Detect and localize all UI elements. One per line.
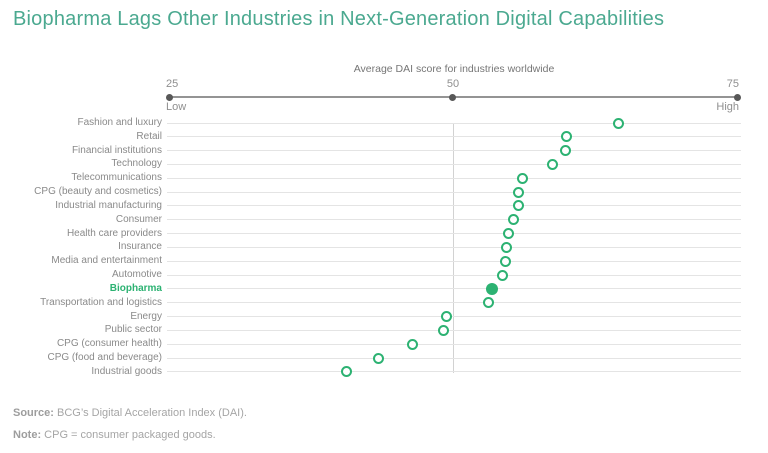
category-label: Fashion and luxury	[77, 117, 163, 128]
data-point	[613, 117, 625, 129]
gridline	[167, 177, 741, 179]
gridline	[167, 343, 741, 345]
category-label: Technology	[111, 158, 162, 170]
data-point	[516, 172, 528, 184]
note-label: Note:	[13, 429, 42, 441]
category-label: CPG (beauty and cosmetics)	[34, 186, 162, 198]
gridline	[167, 219, 741, 221]
data-point	[513, 186, 525, 198]
chart-title: Biopharma Lags Other Industries in Next-…	[13, 8, 665, 30]
data-point	[482, 297, 494, 309]
data-point	[547, 158, 559, 170]
data-point	[499, 255, 511, 267]
gridline	[167, 288, 741, 290]
gridline	[167, 274, 741, 276]
data-point	[340, 366, 352, 378]
axis-tick-dot-75	[733, 93, 741, 101]
gridline	[167, 329, 741, 331]
gridline	[167, 150, 741, 152]
category-label: Industrial goods	[91, 365, 162, 377]
axis-tick-dot-25	[165, 93, 173, 101]
category-label: Media and entertainment	[51, 255, 162, 267]
gridline	[167, 371, 741, 373]
source-note: Source: BCG’s Digital Acceleration Index…	[13, 407, 247, 419]
category-label: CPG (consumer health)	[56, 338, 162, 350]
gridline	[167, 163, 741, 165]
axis-low-label: Low	[166, 101, 187, 113]
gridline	[167, 302, 741, 304]
gridline	[167, 357, 741, 359]
midpoint-vertical-line	[452, 123, 454, 373]
category-label: CPG (food and beverage)	[47, 352, 162, 364]
axis-tick-25: 25	[166, 78, 179, 90]
category-label: Retail	[136, 130, 162, 142]
data-point	[497, 269, 509, 281]
source-text: BCG’s Digital Acceleration Index (DAI).	[53, 407, 247, 419]
category-label: Energy	[130, 310, 162, 322]
gridline	[167, 122, 741, 124]
data-point	[561, 131, 573, 143]
axis-tick-dot-50	[449, 93, 456, 101]
gridline	[167, 191, 741, 193]
data-point	[372, 352, 384, 364]
source-label: Source:	[13, 407, 54, 419]
axis-tick-50: 50	[446, 78, 460, 90]
data-point	[559, 145, 571, 157]
gridline	[167, 246, 741, 248]
data-point	[406, 338, 418, 350]
axis-high-label: High	[716, 101, 739, 113]
axis-title: Average DAI score for industries worldwi…	[353, 63, 555, 75]
data-point	[507, 214, 519, 226]
note-text: CPG = consumer packaged goods.	[41, 429, 216, 441]
data-point	[503, 228, 515, 240]
gridline	[167, 233, 741, 235]
data-point-highlighted	[485, 282, 498, 295]
category-label: Telecommunications	[71, 172, 162, 184]
data-point	[500, 241, 512, 253]
gridline	[167, 260, 741, 262]
gridline	[167, 316, 741, 318]
category-label: Transportation and logistics	[40, 296, 162, 308]
axis-tick-75: 75	[726, 78, 739, 90]
category-label: Insurance	[118, 241, 162, 253]
category-label: Industrial manufacturing	[55, 199, 162, 211]
data-point	[440, 311, 452, 323]
gridline	[167, 136, 741, 138]
category-label: Financial institutions	[71, 144, 162, 156]
category-label: Automotive	[111, 269, 162, 281]
cpg-note: Note: CPG = consumer packaged goods.	[13, 429, 216, 441]
category-label: Health care providers	[66, 227, 162, 239]
gridline	[167, 205, 741, 207]
category-label: Public sector	[104, 324, 162, 336]
data-point	[513, 200, 525, 212]
data-point	[438, 324, 450, 336]
category-label: Consumer	[115, 213, 162, 225]
category-label-highlighted: Biopharma	[109, 282, 162, 294]
